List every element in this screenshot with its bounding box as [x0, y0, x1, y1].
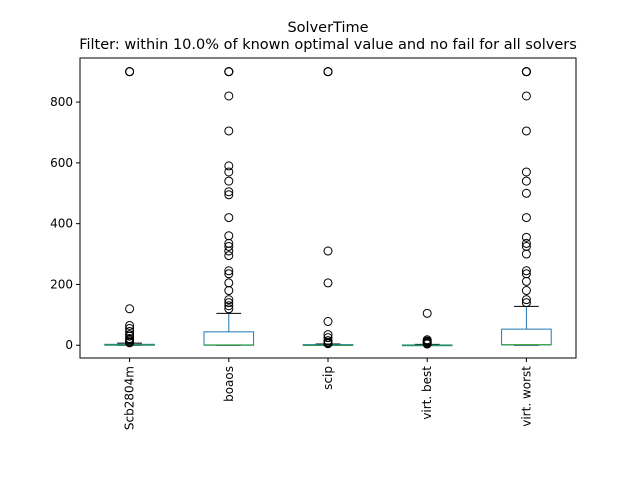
box-group: [501, 67, 552, 346]
outlier-point: [224, 190, 234, 200]
outlier-point: [521, 232, 531, 242]
outlier-point: [521, 213, 531, 223]
outlier-point: [323, 278, 333, 288]
outlier-point: [224, 304, 234, 314]
x-tick-label: virt. worst: [519, 366, 533, 427]
outlier-point: [521, 286, 531, 296]
box-iqr: [203, 331, 255, 346]
axes-frame: [79, 57, 577, 359]
outlier-point: [224, 126, 234, 136]
y-tick-label: 800: [50, 95, 73, 109]
outlier-point: [224, 161, 234, 171]
outlier-point: [521, 167, 531, 177]
y-tick-label: 0: [65, 338, 73, 352]
outlier-point: [224, 269, 234, 279]
x-tick-label: scip: [321, 366, 335, 390]
y-tick-label: 600: [50, 156, 73, 170]
chart-title: SolverTime: [287, 20, 368, 36]
outlier-point: [323, 67, 333, 77]
outlier-point: [422, 339, 432, 349]
box-group: [203, 67, 255, 346]
outlier-point: [521, 295, 531, 305]
outlier-point: [224, 231, 234, 241]
box-iqr: [501, 328, 552, 346]
outlier-point: [125, 67, 135, 77]
outlier-point: [224, 176, 234, 186]
x-axis: Scb2804m boaos scip virt. best virt. worst: [123, 358, 533, 430]
outlier-point: [521, 67, 531, 77]
outlier-point: [422, 308, 432, 318]
outlier-point: [125, 331, 135, 341]
outlier-point: [521, 266, 531, 276]
outlier-point: [224, 213, 234, 223]
box-group: [302, 67, 354, 349]
y-tick-label: 200: [50, 277, 73, 291]
outlier-point: [224, 298, 234, 308]
outlier-point: [521, 188, 531, 198]
outlier-point: [224, 251, 234, 261]
outlier-point: [224, 266, 234, 276]
outlier-point: [323, 339, 333, 349]
outlier-point: [224, 286, 234, 296]
outlier-point: [521, 176, 531, 186]
outlier-point: [521, 249, 531, 259]
outlier-point: [521, 298, 531, 308]
outlier-point: [224, 187, 234, 197]
outlier-point: [224, 67, 234, 77]
outlier-point: [125, 304, 135, 314]
outlier-point: [224, 241, 234, 251]
box-group: [104, 67, 155, 348]
outlier-point: [521, 238, 531, 248]
plot-area: [104, 67, 552, 349]
outlier-point: [224, 278, 234, 288]
outlier-point: [224, 301, 234, 311]
outlier-point: [224, 167, 234, 177]
outlier-point: [521, 126, 531, 136]
y-axis: 0 200 400 600 800: [50, 95, 80, 352]
outlier-point: [224, 295, 234, 305]
x-tick-label: virt. best: [420, 366, 434, 420]
outlier-point: [521, 91, 531, 101]
outlier-point: [125, 320, 135, 330]
outlier-point: [125, 338, 135, 348]
outlier-point: [521, 276, 531, 286]
outlier-point: [323, 333, 333, 343]
outlier-point: [323, 317, 333, 327]
outlier-point: [323, 246, 333, 256]
chart-subtitle: Filter: within 10.0% of known optimal va…: [79, 37, 577, 53]
x-tick-label: boaos: [222, 366, 236, 402]
outlier-point: [224, 246, 234, 256]
outlier-point: [224, 91, 234, 101]
x-tick-label: Scb2804m: [123, 366, 137, 430]
y-tick-label: 400: [50, 217, 73, 231]
box-group: [401, 308, 453, 349]
